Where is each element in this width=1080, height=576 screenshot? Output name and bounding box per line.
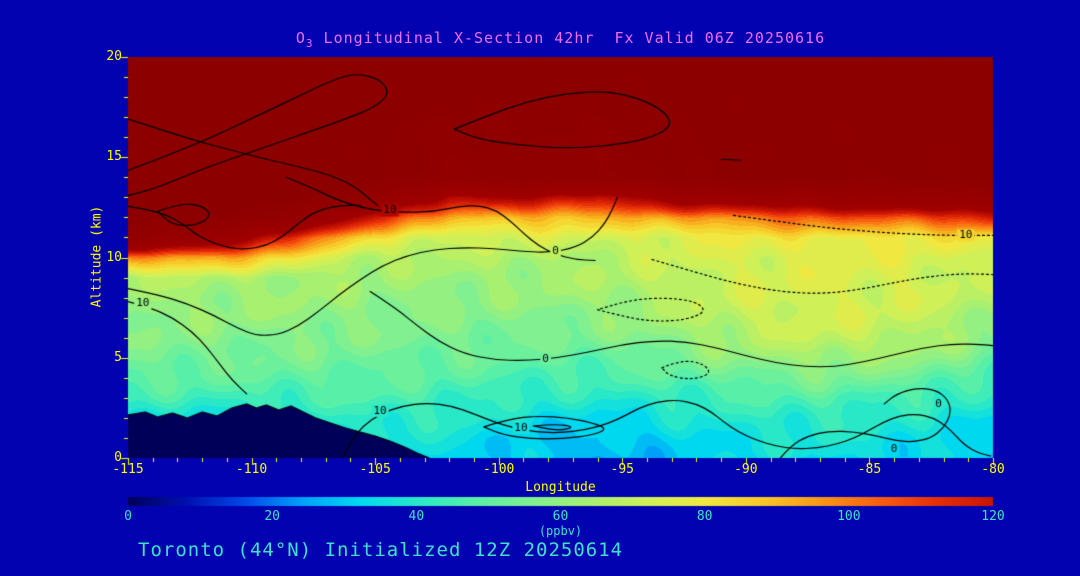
colorbar-units-label: (ppbv) xyxy=(538,524,583,538)
title-text: Longitudinal X-Section 42hr Fx Valid 06Z… xyxy=(313,29,826,47)
colorbar-tick-label: 40 xyxy=(408,509,425,524)
y-tick-label: 5 xyxy=(114,349,122,365)
run-caption: Toronto (44°N) Initialized 12Z 20250614 xyxy=(138,539,624,561)
x-tick-label: -80 xyxy=(981,462,1005,477)
x-tick-label: -100 xyxy=(483,462,515,477)
title-species: O xyxy=(295,29,306,47)
chart-title: O3 Longitudinal X-Section 42hr Fx Valid … xyxy=(128,29,993,50)
x-tick-label: -85 xyxy=(857,462,882,477)
x-axis-label: Longitude xyxy=(525,480,596,495)
x-tick-label: -115 xyxy=(112,462,144,477)
colorbar-tick-label: 20 xyxy=(264,509,280,524)
y-tick-label: 15 xyxy=(106,149,122,165)
y-tick-label: 20 xyxy=(106,49,122,64)
x-tick-label: -105 xyxy=(359,462,391,477)
x-tick-label: -90 xyxy=(734,462,758,477)
title-species-subscript: 3 xyxy=(305,37,314,50)
x-tick-label: -95 xyxy=(610,462,635,477)
colorbar-tick-label: 60 xyxy=(552,509,569,524)
colorbar-tick-label: 120 xyxy=(981,509,1005,524)
y-tick-label: 10 xyxy=(106,249,122,265)
colorbar-tick-label: 100 xyxy=(837,509,861,524)
colorbar-tick-label: 0 xyxy=(124,509,132,524)
colorbar-tick-label: 80 xyxy=(696,509,713,524)
y-tick-label: 0 xyxy=(114,450,122,465)
x-tick-label: -110 xyxy=(235,462,268,477)
